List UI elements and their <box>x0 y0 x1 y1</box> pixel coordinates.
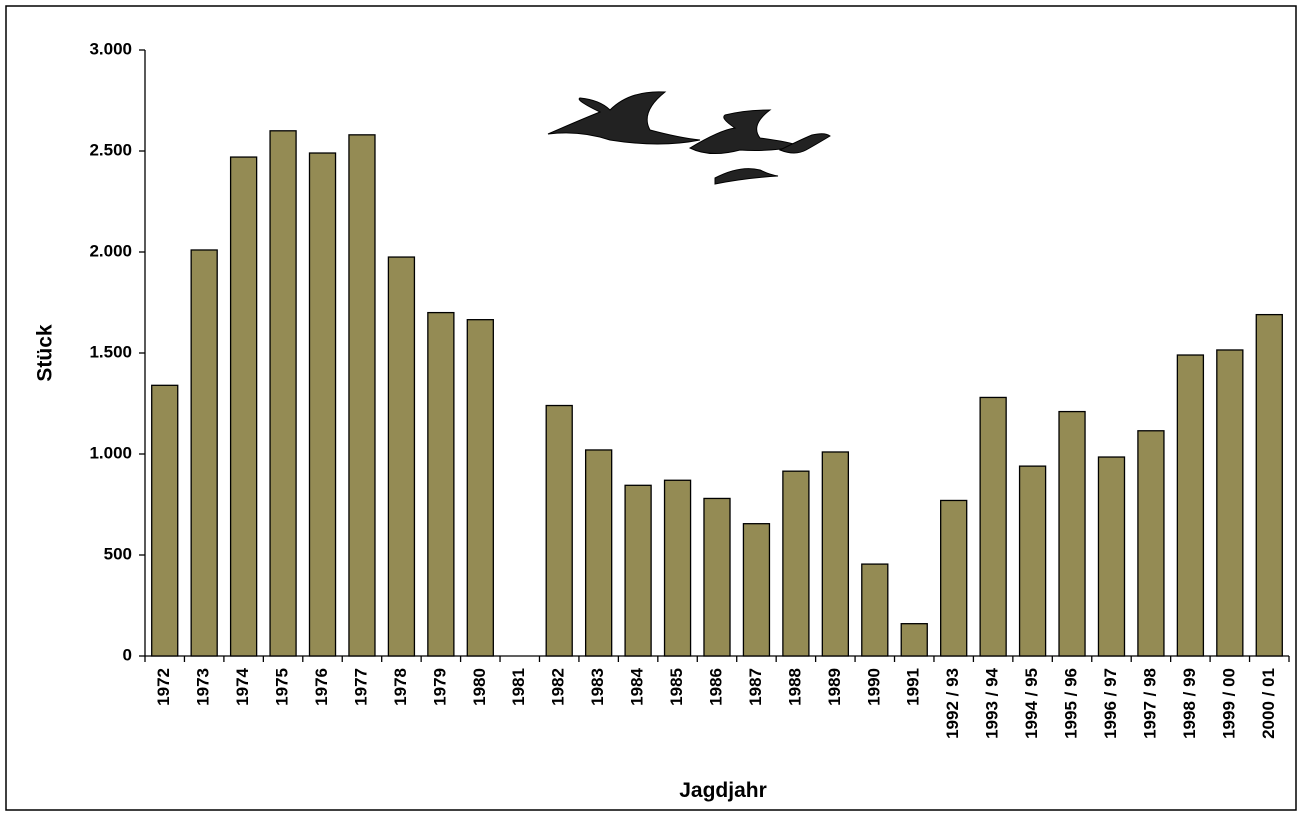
x-tick-label: 1980 <box>470 668 489 706</box>
x-tick-label: 1995 / 96 <box>1062 668 1081 739</box>
y-tick-label: 2.000 <box>89 241 132 260</box>
bar <box>545 404 573 657</box>
bar <box>703 497 731 657</box>
bar <box>348 134 376 657</box>
bar <box>1216 349 1244 657</box>
x-tick-label: 1989 <box>825 668 844 706</box>
bar <box>861 563 889 657</box>
bar <box>663 479 692 657</box>
x-tick-label: 1976 <box>312 668 331 706</box>
x-tick-label: 2000 / 01 <box>1259 668 1278 739</box>
x-tick-label: 1977 <box>351 668 370 706</box>
x-tick-label: 1987 <box>746 668 765 706</box>
x-axis-title: Jagdjahr <box>679 779 767 802</box>
bar <box>821 451 850 657</box>
bar <box>1097 456 1126 657</box>
bar <box>979 396 1007 657</box>
x-tick-label: 1981 <box>509 668 528 706</box>
y-tick-label: 2.500 <box>89 140 132 159</box>
x-tick-label: 1982 <box>549 668 568 706</box>
x-tick-label: 1974 <box>233 667 252 705</box>
x-tick-label: 1984 <box>628 667 647 705</box>
bar <box>229 156 258 657</box>
x-tick-label: 1979 <box>430 668 449 706</box>
x-tick-label: 1992 / 93 <box>943 668 962 739</box>
y-tick-label: 3.000 <box>89 39 132 58</box>
bar <box>900 623 928 657</box>
bar <box>584 449 613 657</box>
bar <box>387 256 416 657</box>
y-tick-label: 1.500 <box>89 342 132 361</box>
bar <box>1137 430 1165 657</box>
bar <box>1018 465 1047 657</box>
x-tick-label: 1994 / 95 <box>1022 668 1041 739</box>
bar <box>308 152 337 657</box>
x-tick-label: 1999 / 00 <box>1219 668 1238 739</box>
x-tick-label: 1996 / 97 <box>1101 668 1120 739</box>
bar <box>151 384 179 657</box>
y-tick-label: 0 <box>123 645 132 664</box>
x-tick-label: 1991 <box>904 668 923 706</box>
x-tick-label: 1985 <box>667 668 686 706</box>
y-tick-label: 1.000 <box>89 443 132 462</box>
x-tick-label: 1993 / 94 <box>983 667 1002 738</box>
bar <box>1176 354 1205 657</box>
bar <box>190 249 218 657</box>
y-axis-title: Stück <box>34 324 57 382</box>
bar <box>1255 313 1283 657</box>
x-tick-label: 1972 <box>154 668 173 706</box>
x-tick-label: 1990 <box>864 668 883 706</box>
x-tick-label: 1975 <box>273 668 292 706</box>
x-tick-label: 1988 <box>785 668 804 706</box>
x-tick-label: 1978 <box>391 668 410 706</box>
bar <box>269 130 297 657</box>
x-tick-label: 1997 / 98 <box>1140 668 1159 739</box>
bar <box>427 311 455 657</box>
x-tick-label: 1973 <box>194 668 213 706</box>
bar <box>624 484 652 657</box>
bar <box>782 470 810 657</box>
x-tick-label: 1986 <box>706 668 725 706</box>
bird-illustration <box>547 91 831 185</box>
bar <box>466 319 494 657</box>
x-tick-label: 1983 <box>588 668 607 706</box>
y-tick-label: 500 <box>104 544 132 563</box>
bar <box>1058 410 1086 657</box>
bar <box>940 499 968 657</box>
bar <box>742 523 771 657</box>
x-tick-label: 1998 / 99 <box>1180 668 1199 739</box>
